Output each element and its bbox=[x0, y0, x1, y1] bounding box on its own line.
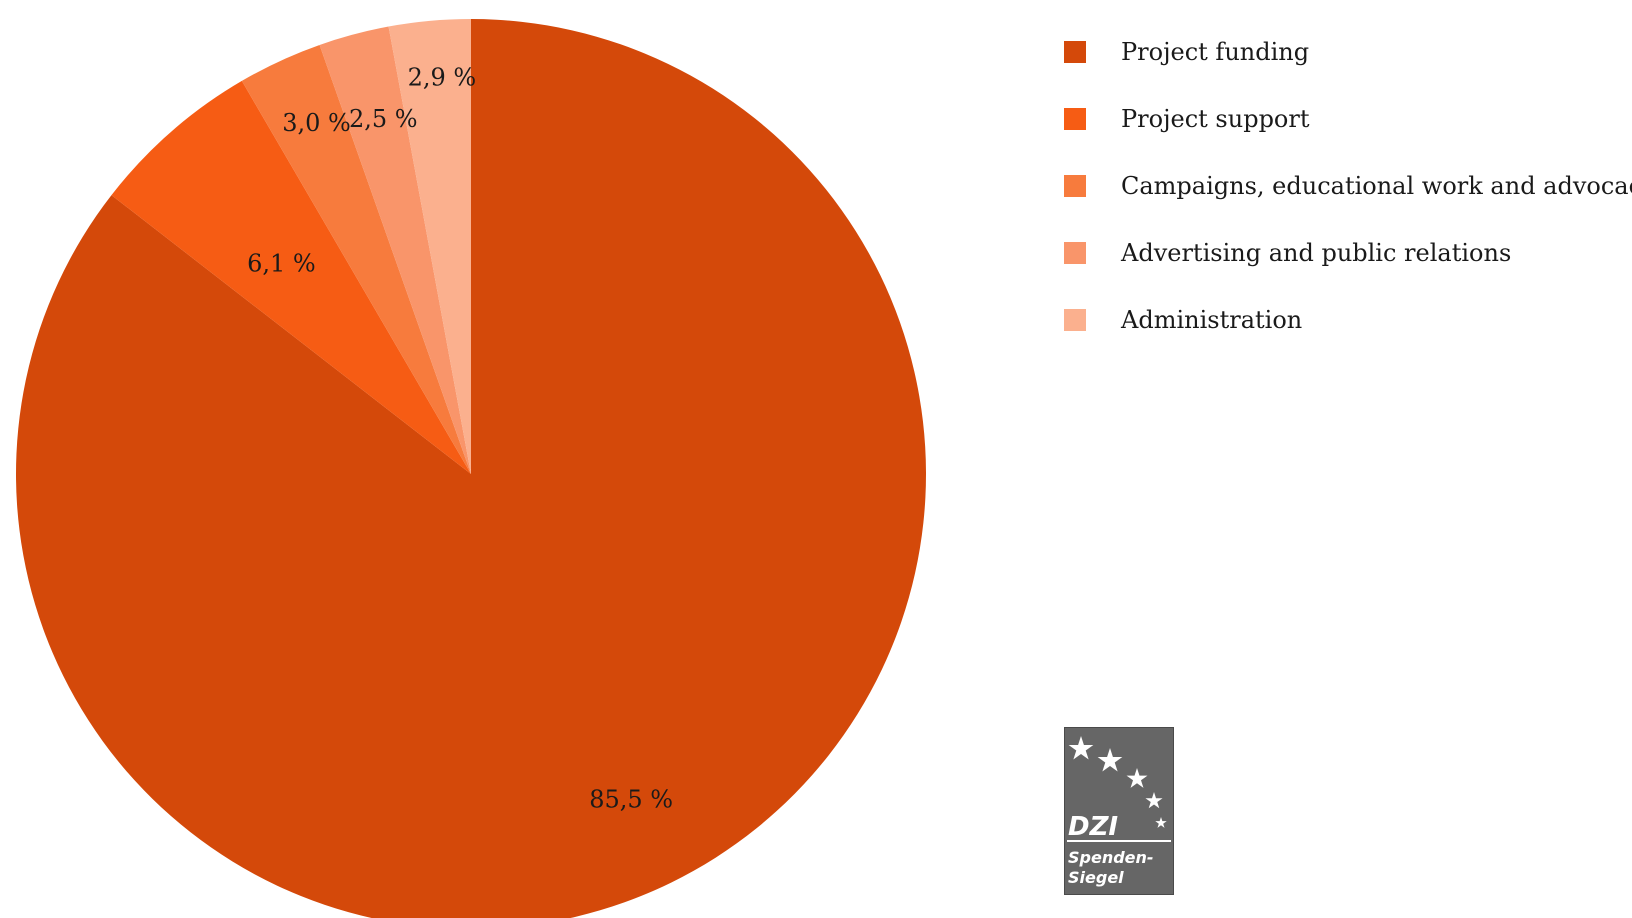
seal-spenden-text: Spenden- bbox=[1068, 848, 1154, 867]
legend-label-administration: Administration bbox=[1121, 306, 1303, 334]
legend-swatch-project-funding bbox=[1064, 41, 1086, 63]
pie-slice-project-support bbox=[111, 80, 472, 474]
pie-slice-advertising-and-public-relations bbox=[319, 26, 471, 474]
seal-stars bbox=[1068, 736, 1167, 828]
legend-item-project-funding: Project funding bbox=[1064, 36, 1632, 68]
star-icon bbox=[1068, 736, 1094, 760]
pie-slice-campaigns-educational-work-and-advocacy bbox=[241, 44, 471, 475]
legend-item-campaigns: Campaigns, educational work and advocacy bbox=[1064, 170, 1632, 202]
pie-slice-project-funding bbox=[16, 19, 926, 918]
legend-item-advertising: Advertising and public relations bbox=[1064, 237, 1632, 269]
pie-label-campaigns-educational-work-and-advocacy: 3,0 % bbox=[282, 109, 351, 137]
pie-slice-administration bbox=[388, 19, 471, 474]
legend-label-advertising: Advertising and public relations bbox=[1121, 239, 1512, 267]
legend-swatch-advertising bbox=[1064, 242, 1086, 264]
star-icon bbox=[1155, 817, 1167, 828]
star-icon bbox=[1126, 768, 1148, 788]
legend: Project funding Project support Campaign… bbox=[1064, 36, 1632, 371]
legend-item-administration: Administration bbox=[1064, 304, 1632, 336]
seal-border bbox=[1064, 727, 1174, 895]
pie-label-advertising-and-public-relations: 2,5 % bbox=[349, 105, 418, 133]
legend-swatch-campaigns bbox=[1064, 175, 1086, 197]
seal-siegel-text: Siegel bbox=[1068, 868, 1124, 887]
pie-label-project-funding: 85,5 % bbox=[589, 785, 673, 813]
pie-labels: 85,5 % 6,1 % 3,0 %2,5 % 2,9 % bbox=[247, 64, 673, 814]
pie-label-administration: 2,9 % bbox=[408, 64, 477, 92]
seal-background bbox=[1064, 727, 1174, 895]
legend-swatch-administration bbox=[1064, 309, 1086, 331]
legend-label-project-support: Project support bbox=[1121, 105, 1310, 133]
legend-label-project-funding: Project funding bbox=[1121, 38, 1310, 66]
pie-chart: 85,5 % 6,1 % 3,0 %2,5 % 2,9 % bbox=[16, 19, 926, 918]
star-icon bbox=[1097, 748, 1123, 772]
pie-slices bbox=[16, 19, 926, 918]
legend-label-campaigns: Campaigns, educational work and advocacy bbox=[1121, 172, 1632, 200]
legend-item-project-support: Project support bbox=[1064, 103, 1632, 135]
pie-label-project-support: 6,1 % bbox=[247, 250, 316, 278]
seal-divider bbox=[1067, 840, 1171, 842]
legend-swatch-project-support bbox=[1064, 108, 1086, 130]
seal-dzi-text: DZI bbox=[1068, 812, 1118, 842]
dzi-spenden-siegel-logo: DZI Spenden- Siegel bbox=[1064, 727, 1174, 895]
star-icon bbox=[1145, 792, 1163, 809]
